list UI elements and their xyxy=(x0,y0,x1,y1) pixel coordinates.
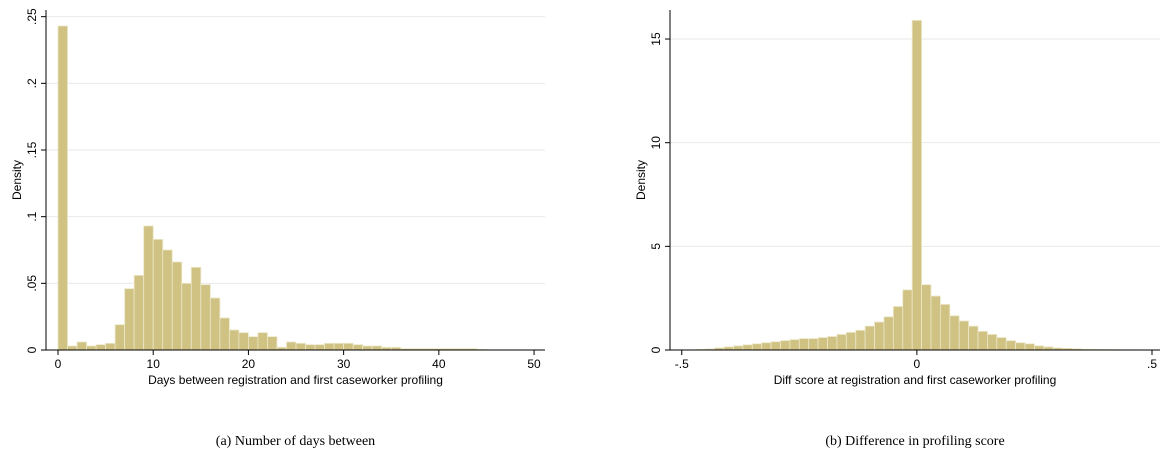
bar xyxy=(343,342,354,351)
bar xyxy=(105,342,116,351)
x-axis-title: Days between registration and first case… xyxy=(148,373,443,387)
bar xyxy=(324,342,335,351)
bar xyxy=(770,341,781,351)
bar xyxy=(86,345,97,351)
bar xyxy=(76,341,87,351)
bar xyxy=(977,330,988,351)
bar xyxy=(228,329,240,351)
x-tick-label: 30 xyxy=(337,357,351,371)
bar xyxy=(1034,345,1045,351)
y-axis-title: Density xyxy=(10,160,24,200)
y-tick-label: 0 xyxy=(649,346,663,353)
caption: (a) Number of days between xyxy=(216,434,375,449)
bar xyxy=(939,303,951,351)
y-tick-label: .25 xyxy=(25,8,39,25)
bar xyxy=(133,274,145,351)
bar xyxy=(114,324,126,351)
bar xyxy=(238,332,249,351)
bar xyxy=(209,297,221,351)
bar xyxy=(190,266,202,351)
bar xyxy=(267,336,278,351)
bar xyxy=(286,341,297,351)
x-tick-label: 0 xyxy=(914,357,921,371)
bar xyxy=(845,331,857,351)
bar xyxy=(996,337,1007,351)
bar xyxy=(314,344,325,351)
bar xyxy=(362,345,373,351)
y-axis-title: Density xyxy=(634,160,648,200)
x-tick-label: 20 xyxy=(242,357,256,371)
bar xyxy=(352,344,364,351)
bar xyxy=(883,316,894,351)
y-tick-label: 0 xyxy=(25,346,39,353)
bar xyxy=(751,343,763,351)
bar xyxy=(143,225,154,351)
bar xyxy=(808,338,819,351)
y-tick-label: 5 xyxy=(649,243,663,250)
x-tick-label: 0 xyxy=(55,357,62,371)
x-tick-label: 40 xyxy=(432,357,446,371)
bar xyxy=(817,337,828,351)
y-tick-label: 15 xyxy=(649,32,663,46)
bar xyxy=(733,345,744,351)
bar xyxy=(162,249,173,351)
bar xyxy=(219,317,230,351)
y-tick-label: .15 xyxy=(25,141,39,158)
bar xyxy=(892,306,904,351)
x-tick-label: -.5 xyxy=(675,357,689,371)
bar xyxy=(864,325,875,351)
x-tick-label: 10 xyxy=(147,357,161,371)
y-tick-label: .2 xyxy=(25,78,39,88)
x-tick-label: .5 xyxy=(1147,357,1157,371)
bar xyxy=(949,315,960,351)
bar xyxy=(789,339,800,351)
bar xyxy=(855,329,866,351)
bar xyxy=(1015,342,1026,351)
bar xyxy=(921,284,932,351)
bar xyxy=(930,295,941,351)
bar xyxy=(780,340,791,351)
bar xyxy=(874,321,885,351)
bar xyxy=(257,332,268,351)
bar xyxy=(371,345,383,351)
bar xyxy=(95,344,107,351)
bar xyxy=(333,342,345,351)
bar xyxy=(181,282,192,351)
bar xyxy=(798,338,810,351)
bar xyxy=(1005,340,1017,351)
bar xyxy=(295,342,306,351)
y-tick-label: .05 xyxy=(25,275,39,292)
x-tick-label: 50 xyxy=(527,357,541,371)
bar xyxy=(827,336,838,351)
bar xyxy=(171,261,183,351)
bar xyxy=(987,334,998,351)
bar xyxy=(57,25,68,351)
caption: (b) Difference in profiling score xyxy=(825,434,1004,449)
x-axis-title: Diff score at registration and first cas… xyxy=(774,373,1057,387)
bar xyxy=(761,342,772,351)
bar xyxy=(958,320,970,351)
bar xyxy=(248,336,259,351)
bar xyxy=(902,289,913,351)
y-tick-label: .1 xyxy=(25,211,39,221)
bar xyxy=(152,238,164,351)
bar xyxy=(67,345,78,351)
bar xyxy=(911,19,922,351)
bar xyxy=(124,288,135,351)
y-tick-label: 10 xyxy=(649,136,663,150)
bar xyxy=(1024,343,1035,351)
bar xyxy=(968,325,979,351)
bar xyxy=(305,344,316,351)
bar xyxy=(836,334,847,351)
bar xyxy=(742,344,753,351)
bar xyxy=(200,284,211,351)
